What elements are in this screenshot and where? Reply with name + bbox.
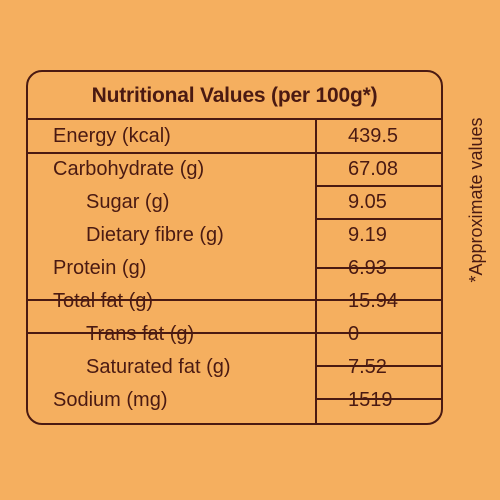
table-title: Nutritional Values (per 100g*) xyxy=(91,84,378,107)
approximate-values-note: *Approximate values xyxy=(466,117,486,283)
value-row-divider xyxy=(315,398,441,400)
nutrient-label: Saturated fat (g) xyxy=(86,356,231,378)
value-row-divider xyxy=(315,185,441,187)
table-row: Total fat (g) 15.94 xyxy=(28,285,441,318)
nutrient-label: Protein (g) xyxy=(53,257,147,279)
nutrient-value: 9.05 xyxy=(348,191,387,213)
nutrient-value: 67.08 xyxy=(348,158,399,180)
nutrient-label: Sugar (g) xyxy=(86,191,170,213)
nutrient-value: 439.5 xyxy=(348,125,399,147)
table-row: Sugar (g) 9.05 xyxy=(28,186,441,219)
nutrient-value: 1519 xyxy=(348,389,393,411)
nutrition-grid: Energy (kcal) 439.5 Carbohydrate (g) 67.… xyxy=(28,120,441,423)
nutrient-label: Energy (kcal) xyxy=(53,125,171,147)
nutrient-label: Sodium (mg) xyxy=(53,389,168,411)
row-divider xyxy=(28,299,441,301)
table-row: Saturated fat (g) 7.52 xyxy=(28,351,441,384)
nutrient-value: 15.94 xyxy=(348,290,399,312)
value-row-divider xyxy=(315,365,441,367)
table-row: Protein (g) 6.93 xyxy=(28,252,441,285)
row-divider xyxy=(28,332,441,334)
nutrient-value: 7.52 xyxy=(348,356,387,378)
row-divider xyxy=(28,152,441,154)
nutrient-label: Carbohydrate (g) xyxy=(53,158,205,180)
nutrient-value: 6.93 xyxy=(348,257,387,279)
value-row-divider xyxy=(315,267,441,269)
nutrient-label: Dietary fibre (g) xyxy=(86,224,224,246)
nutrient-label: Total fat (g) xyxy=(53,290,154,312)
table-row: Trans fat (g) 0 xyxy=(28,318,441,351)
nutrient-value: 9.19 xyxy=(348,224,387,246)
nutrition-table: Nutritional Values (per 100g*) Energy (k… xyxy=(26,70,443,425)
table-row: Energy (kcal) 439.5 xyxy=(28,120,441,153)
nutrient-label: Trans fat (g) xyxy=(86,323,195,345)
table-row: Carbohydrate (g) 67.08 xyxy=(28,153,441,186)
value-row-divider xyxy=(315,218,441,220)
title-divider xyxy=(28,118,441,120)
table-row: Sodium (mg) 1519 xyxy=(28,384,441,417)
column-divider xyxy=(315,120,317,423)
table-row: Dietary fibre (g) 9.19 xyxy=(28,219,441,252)
nutrient-value: 0 xyxy=(348,323,360,345)
